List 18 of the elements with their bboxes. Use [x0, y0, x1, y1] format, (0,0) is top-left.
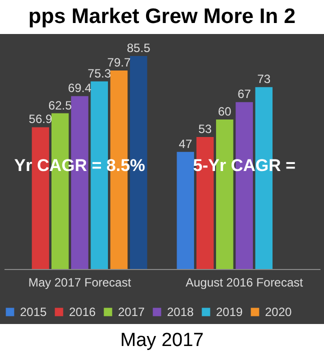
x-tick-label: May 2017 Forecast: [28, 276, 132, 290]
data-label: 60: [218, 104, 232, 119]
bar: [176, 152, 194, 269]
data-label: 47: [178, 136, 192, 151]
legend-label: 2016: [69, 305, 96, 319]
text: May 2017: [119, 329, 205, 353]
chart-title: pps Market Grew More In 2: [27, 4, 297, 30]
legend-label: 2019: [216, 305, 244, 319]
legend-label: 2017: [118, 305, 146, 319]
legend-label: 2015: [20, 305, 48, 319]
legend-label: 2020: [265, 305, 292, 319]
data-label: 67: [238, 87, 252, 102]
data-label: 53: [198, 122, 212, 136]
x-tick-label: August 2016 Forecast: [186, 276, 304, 290]
legend-label: 2018: [167, 305, 194, 319]
data-label: 73: [257, 72, 271, 86]
data-label: 85.5: [126, 41, 151, 55]
bar: [90, 81, 108, 269]
